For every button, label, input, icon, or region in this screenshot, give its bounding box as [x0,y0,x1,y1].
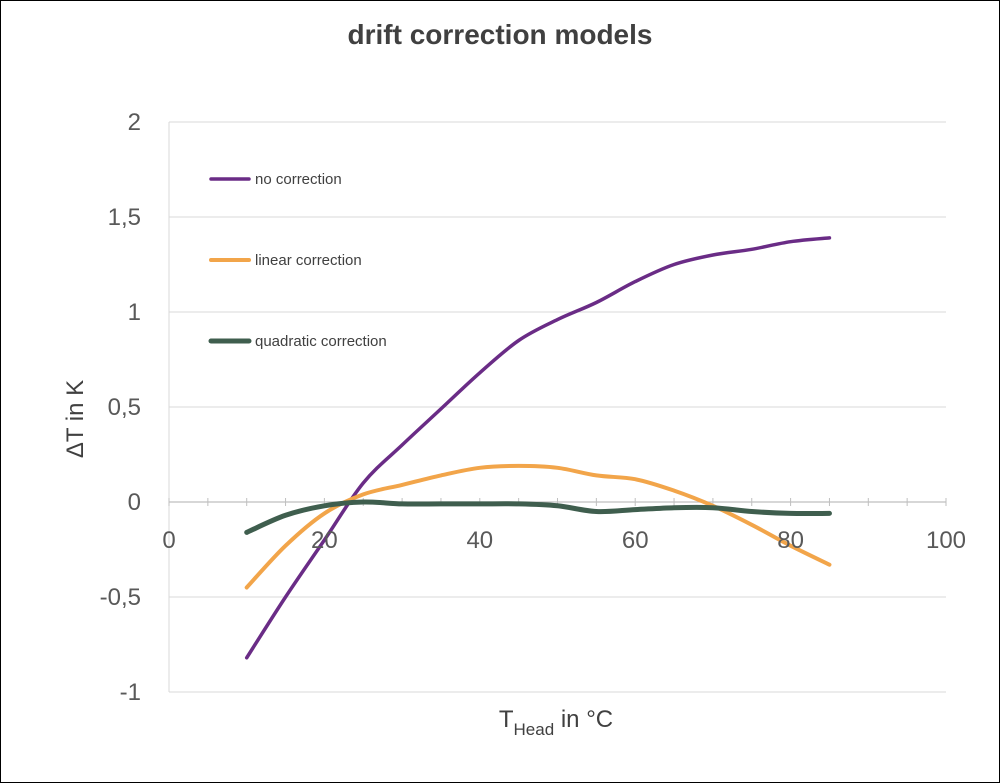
x-tick-label: 40 [466,527,493,554]
series-line-no-correction [244,236,832,660]
axes [168,122,947,692]
x-axis-title-rest: in °C [554,706,613,733]
legend-label-quadratic-correction: quadratic correction [255,333,387,350]
x-axis-title-sub: Head [514,720,555,739]
y-tick-label: 1 [128,299,141,326]
y-tick-label: 1,5 [108,204,141,231]
x-tick-label: 60 [622,527,649,554]
chart-title: drift correction models [347,19,653,50]
y-tick-label: -0,5 [100,584,141,611]
y-tick-label: 0,5 [108,394,141,421]
x-tick-label: 20 [311,527,338,554]
y-tick-label: 2 [128,109,141,136]
x-tick-label: 80 [777,527,804,554]
legend: no correction linear correction quadratic … [208,171,387,350]
x-tick-label: 100 [926,527,966,554]
x-tick-label: 0 [162,527,175,554]
tick-labels: -1-0,500,511,520 20 40 60 80 100 [100,109,966,706]
x-axis-title: THead in °C [499,706,613,739]
y-tick-label: 0 [128,489,141,516]
x-axis-title-main: T [499,706,514,733]
legend-label-no-correction: no correction [255,171,342,188]
legend-label-linear-correction: linear correction [255,252,362,269]
y-tick-label: -1 [120,679,141,706]
series-lines [244,236,832,660]
y-axis-title: ΔT in K [62,380,89,458]
gridlines [169,121,946,693]
series-line-quadratic-correction [244,499,832,535]
